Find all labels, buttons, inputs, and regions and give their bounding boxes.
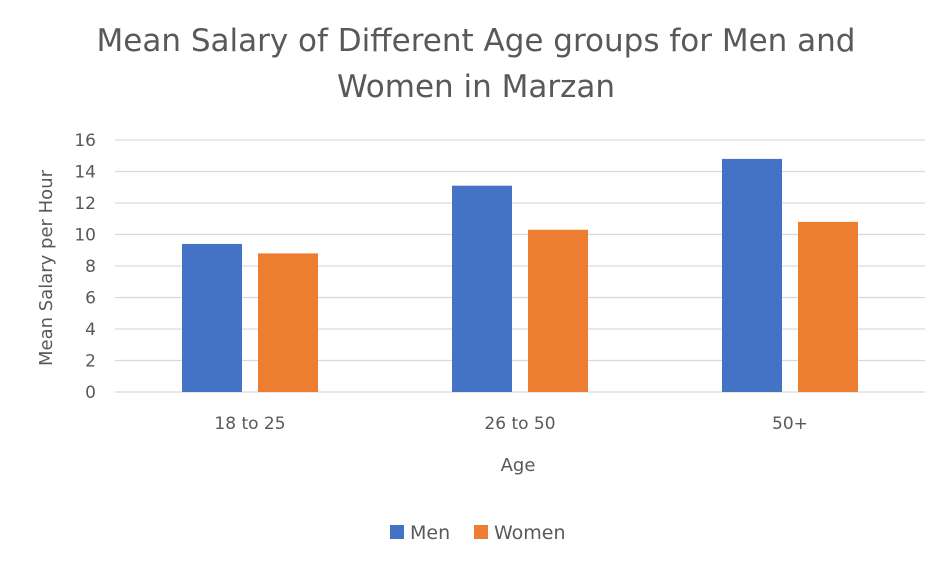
gridlines: [115, 139, 925, 393]
y-tick-label: 12: [74, 194, 96, 214]
bar-women-1: [258, 253, 318, 392]
chart-title-line-1: Mean Salary of Different Age groups for …: [97, 23, 856, 59]
x-tick-label: 50+: [772, 414, 808, 434]
x-axis-ticks: 18 to 25 26 to 50 50+: [214, 414, 808, 434]
y-tick-label: 16: [74, 131, 96, 151]
legend-swatch-women: [474, 525, 488, 539]
legend-label-women: Women: [494, 522, 566, 544]
legend-label-men: Men: [410, 522, 450, 544]
chart-title: Mean Salary of Different Age groups for …: [97, 23, 856, 105]
bar-men-2: [452, 185, 512, 392]
bar-men-3: [722, 158, 782, 392]
y-tick-label: 4: [85, 320, 96, 340]
bar-men-1: [182, 243, 242, 392]
x-axis-title: Age: [501, 455, 536, 476]
y-axis-title: Mean Salary per Hour: [36, 169, 57, 366]
bar-women-3: [798, 221, 858, 392]
legend-swatch-men: [390, 525, 404, 539]
y-tick-label: 0: [85, 383, 96, 403]
bars: [182, 158, 858, 392]
x-tick-label: 26 to 50: [484, 414, 555, 434]
y-tick-label: 8: [85, 257, 96, 277]
x-tick-label: 18 to 25: [214, 414, 285, 434]
bar-women-2: [528, 229, 588, 392]
legend: Men Women: [390, 522, 566, 544]
y-tick-label: 10: [74, 226, 96, 246]
chart-title-line-2: Women in Marzan: [337, 69, 615, 105]
y-tick-label: 2: [85, 352, 96, 372]
y-tick-label: 14: [74, 163, 96, 183]
y-tick-label: 6: [85, 289, 96, 309]
y-axis-ticks: 0 2 4 6 8 10 12 14 16: [74, 131, 96, 403]
